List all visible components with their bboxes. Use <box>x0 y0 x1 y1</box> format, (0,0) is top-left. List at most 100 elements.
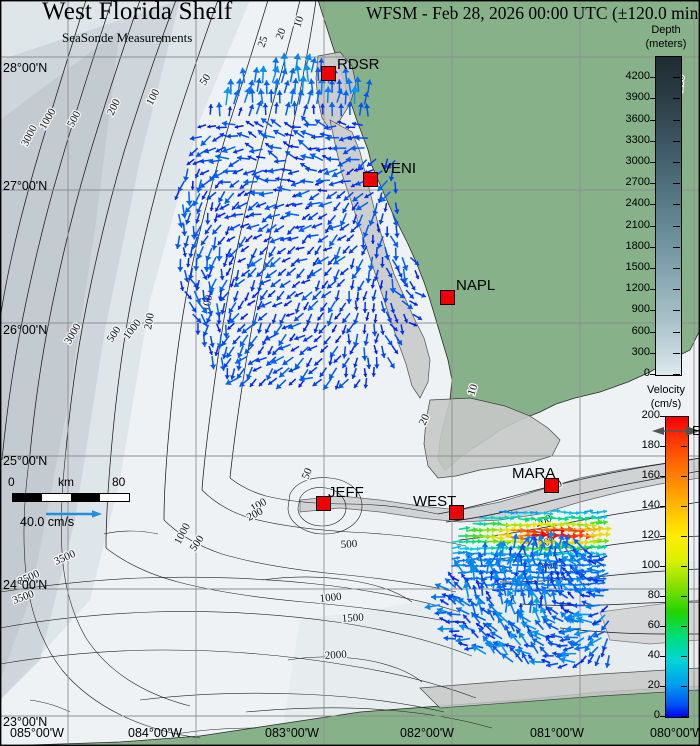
current-vector-head <box>232 169 238 175</box>
current-vector-head <box>573 587 580 593</box>
current-vector-head <box>373 276 379 281</box>
current-vector-head <box>353 306 359 311</box>
current-vector-head <box>362 330 367 334</box>
current-vector-head <box>308 369 314 375</box>
current-vector-head <box>486 596 492 602</box>
current-vector-head <box>346 299 353 304</box>
station-marker-veni[interactable] <box>363 172 378 187</box>
current-vector-head <box>308 215 314 220</box>
velocity-tick-label: 40 <box>647 649 660 661</box>
current-vector-head <box>329 373 335 380</box>
current-vector-head <box>258 315 263 321</box>
current-vector-head <box>604 538 609 545</box>
station-marker-rdsr[interactable] <box>321 66 336 81</box>
current-vector-head <box>602 552 607 557</box>
current-vector-head <box>437 625 444 633</box>
current-vector-head <box>542 653 547 659</box>
current-vector-head <box>450 576 455 581</box>
current-vector-head <box>237 352 244 359</box>
current-vector-head <box>312 294 318 300</box>
current-vector-head <box>221 340 227 346</box>
current-vector-head <box>220 296 226 302</box>
current-vector-head <box>215 184 219 189</box>
current-vector-head <box>492 568 499 574</box>
current-vector-head <box>541 615 548 622</box>
depth-tick-label: 2400 <box>625 197 650 210</box>
current-vector-head <box>283 80 290 86</box>
current-vector-head <box>209 175 216 182</box>
station-marker-west[interactable] <box>449 505 464 520</box>
current-vector-head <box>469 564 477 571</box>
depth-tick-mark-inner <box>673 204 680 206</box>
velocity-tick-mark <box>660 566 665 567</box>
current-vector-head <box>334 315 339 320</box>
scalebar-unit: km <box>58 475 74 489</box>
current-vector-head <box>415 275 420 280</box>
current-vector-head <box>339 136 344 142</box>
current-vector-head <box>202 320 208 327</box>
current-vector-head <box>371 373 377 377</box>
current-vector-head <box>592 620 597 626</box>
current-vector-head <box>603 509 607 514</box>
depth-tick-mark <box>650 98 655 100</box>
current-vector-head <box>307 304 314 311</box>
current-vector-head <box>307 200 313 208</box>
longitude-label: 082°00'W <box>400 726 454 740</box>
contour-label: 2000 <box>324 648 347 662</box>
velocity-tick-mark-inner <box>681 596 687 597</box>
current-vector-head <box>195 297 202 304</box>
current-vector-head <box>558 558 566 564</box>
current-vector-head <box>603 514 608 520</box>
velocity-colorbar[interactable] <box>665 416 689 718</box>
current-vector-head <box>351 374 357 379</box>
current-vector-head <box>224 214 229 220</box>
current-vector-head <box>352 196 359 202</box>
current-vector-head <box>389 362 395 369</box>
velocity-colorbar-units: (cm/s) <box>650 398 682 410</box>
current-vector-head <box>294 308 300 314</box>
current-vector-head <box>355 297 360 302</box>
current-vector-head <box>206 194 212 200</box>
velocity-marker-label: E <box>692 423 700 438</box>
current-vector-head <box>587 553 592 560</box>
current-vector-head <box>273 188 277 193</box>
current-vector-head <box>602 581 606 585</box>
current-vector-head <box>328 361 333 366</box>
current-vector-head <box>574 563 578 568</box>
longitude-label: 083°00'W <box>265 726 319 740</box>
current-vector-head <box>530 540 537 547</box>
current-vector-head <box>516 629 521 635</box>
depth-colorbar[interactable] <box>655 56 682 376</box>
current-vector-head <box>213 172 220 179</box>
station-marker-jeff[interactable] <box>316 496 331 511</box>
current-vector-head <box>221 146 228 154</box>
current-vector-head <box>301 116 307 122</box>
current-vector-head <box>567 639 574 647</box>
current-vector-head <box>325 134 331 142</box>
current-vector-head <box>248 79 255 86</box>
current-vector-head <box>277 250 282 254</box>
current-vector-head <box>194 174 200 179</box>
current-vector-head <box>531 550 539 557</box>
current-vector-head <box>492 645 498 651</box>
current-vector-head <box>515 647 522 655</box>
current-vector-head <box>258 190 265 198</box>
velocity-tick-label: 180 <box>641 439 660 451</box>
current-vector-head <box>240 315 245 320</box>
current-vector-head <box>548 563 552 567</box>
velocity-tick-label: 140 <box>641 499 660 511</box>
current-vector-head <box>589 508 594 514</box>
current-vector-head <box>602 563 606 568</box>
current-vector-head <box>443 635 449 642</box>
current-vector-head <box>532 606 540 614</box>
current-vector-head <box>185 207 191 213</box>
station-marker-mara[interactable] <box>544 478 559 493</box>
station-marker-napl[interactable] <box>440 290 455 305</box>
current-vector-head <box>520 591 527 597</box>
current-vector-head <box>237 258 242 263</box>
current-vector-head <box>507 600 515 607</box>
current-vector-head <box>507 589 514 597</box>
current-vector-head <box>298 383 303 388</box>
depth-colorbar-units: (meters) <box>645 38 687 50</box>
current-vector-head <box>532 597 541 603</box>
